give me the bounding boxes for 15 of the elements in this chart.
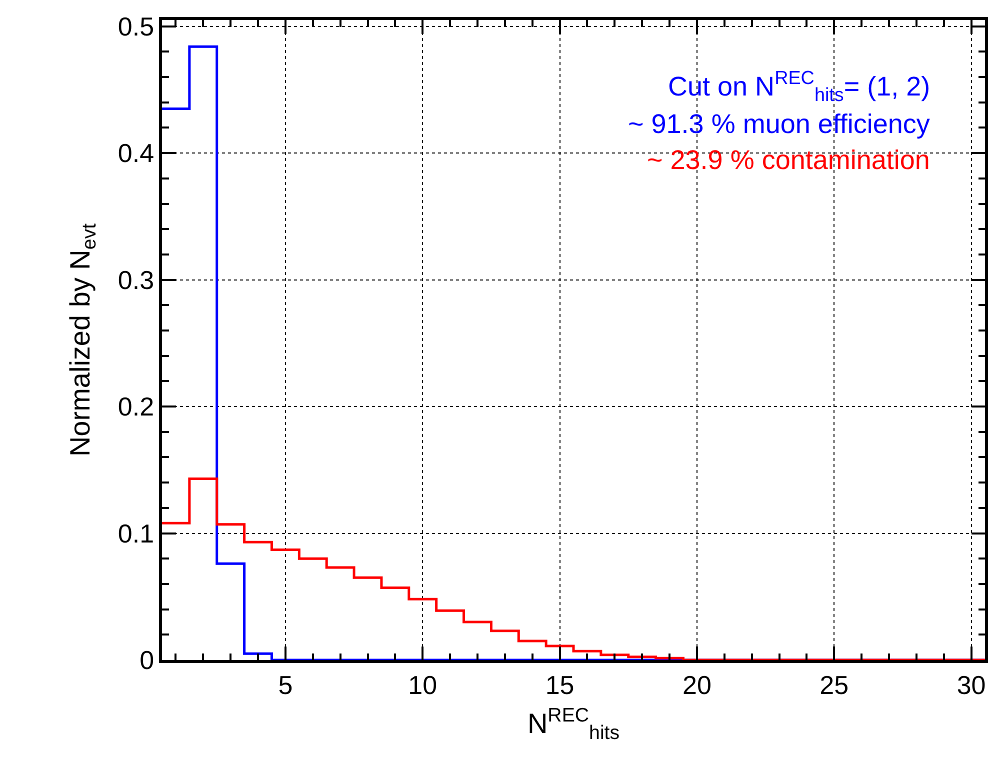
y-tick-label: 0.4 bbox=[118, 138, 154, 168]
x-tick-label: 30 bbox=[956, 670, 986, 700]
x-tick-label: 20 bbox=[682, 670, 712, 700]
y-tick-label: 0.3 bbox=[118, 264, 154, 295]
y-tick-label: 0.1 bbox=[118, 518, 154, 548]
annotation: ~ 23.9 % contamination bbox=[647, 145, 930, 175]
x-tick-label: 15 bbox=[545, 670, 574, 700]
x-tick-label: 5 bbox=[278, 670, 293, 700]
y-tick-label: 0 bbox=[140, 645, 154, 676]
x-tick-label: 25 bbox=[820, 670, 849, 700]
annotation: Cut on N$^{REC}$$_{hits}$= (1, 2) bbox=[668, 68, 930, 106]
annotation: ~ 91.3 % muon efficiency bbox=[628, 109, 930, 139]
y-tick-label: 0.2 bbox=[118, 392, 154, 422]
x-tick-label: 10 bbox=[408, 670, 438, 700]
y-tick-label: 0.5 bbox=[118, 11, 154, 42]
